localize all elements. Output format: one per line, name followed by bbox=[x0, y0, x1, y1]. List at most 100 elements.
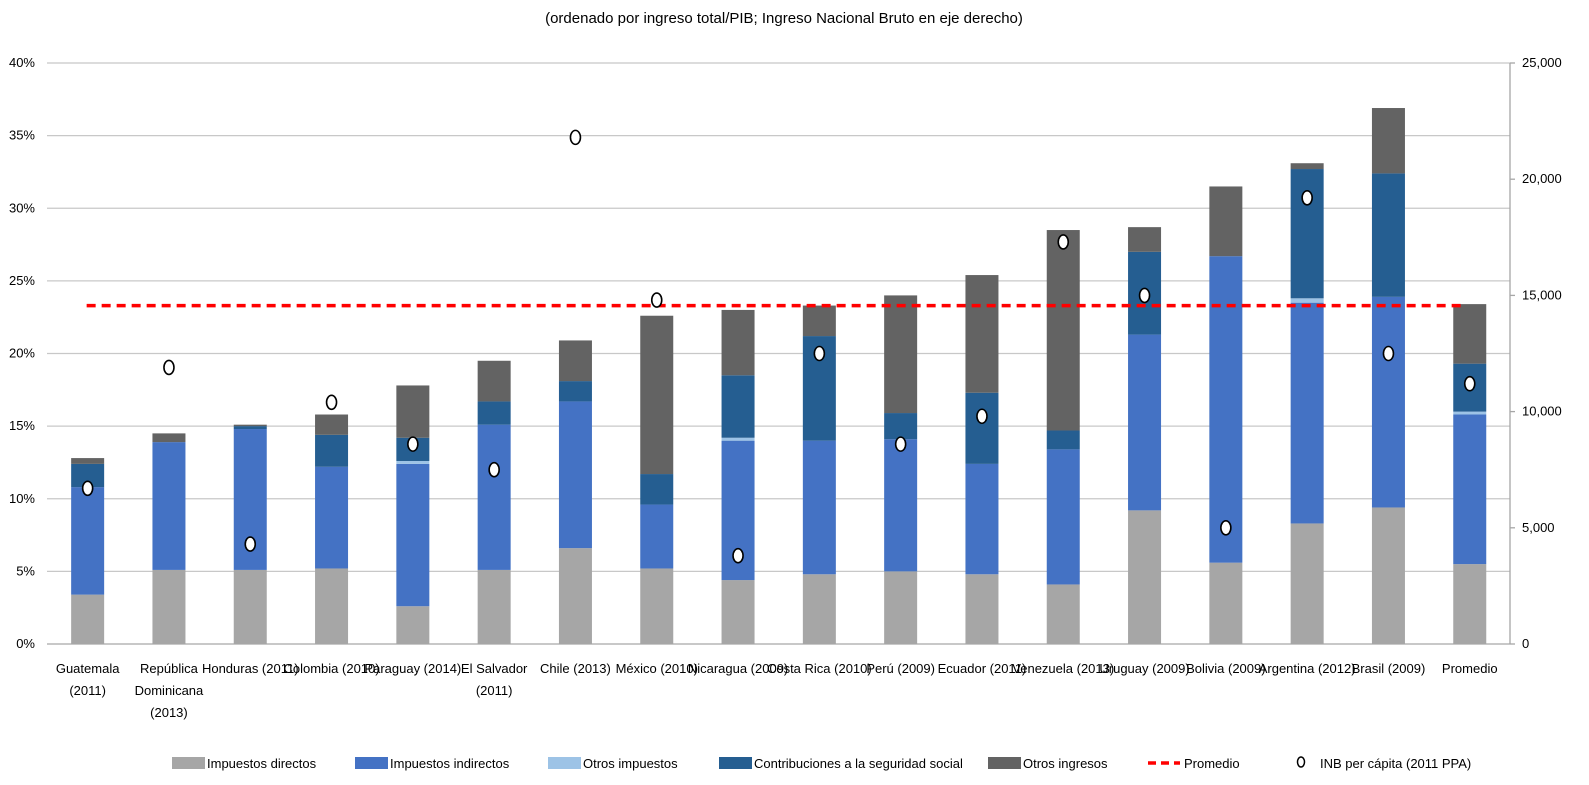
bar-segment bbox=[1128, 227, 1162, 252]
chart-title: (ordenado por ingreso total/PIB; Ingreso… bbox=[545, 10, 1023, 27]
gni-point bbox=[976, 408, 988, 425]
category-label: Argentina (2012) bbox=[1259, 661, 1356, 676]
category-label: Paraguay (2014) bbox=[364, 661, 461, 676]
bar-segment bbox=[477, 569, 511, 644]
legend-label: Promedio bbox=[1184, 756, 1240, 771]
gni-point bbox=[650, 292, 663, 308]
gni-point bbox=[569, 129, 582, 146]
right-tick-label: 10,000 bbox=[1522, 404, 1562, 419]
gni-point bbox=[163, 359, 175, 376]
legend-item: Otros impuestos bbox=[548, 756, 678, 771]
gni-point bbox=[732, 547, 744, 564]
category-label: Colombia (2010) bbox=[283, 661, 379, 676]
bar-segment bbox=[477, 424, 511, 570]
bar-segment bbox=[965, 392, 999, 464]
gni-point bbox=[325, 394, 338, 411]
bar-segment bbox=[558, 381, 592, 402]
legend-swatch bbox=[548, 757, 581, 769]
category-label: Nicaragua (2009) bbox=[688, 661, 788, 676]
category-label: México (2010) bbox=[616, 661, 698, 676]
bar-segment bbox=[965, 275, 999, 393]
bar-segment bbox=[721, 309, 755, 376]
legend-item: Otros ingresos bbox=[988, 756, 1108, 771]
category-label: Perú (2009) bbox=[866, 661, 935, 676]
bar-segment bbox=[1453, 304, 1487, 364]
category-label: Uruguay (2009) bbox=[1099, 661, 1189, 676]
gridlines bbox=[47, 62, 1510, 645]
category-label: Ecuador (2011) bbox=[938, 661, 1027, 676]
gni-point bbox=[244, 536, 257, 552]
bar-segment bbox=[640, 504, 674, 569]
left-tick-label: 25% bbox=[9, 273, 35, 288]
category-label: Honduras (2011) bbox=[202, 661, 299, 676]
bar-segment bbox=[1290, 298, 1324, 303]
bar-segment bbox=[71, 594, 105, 644]
gni-point bbox=[813, 345, 826, 362]
gni-point bbox=[407, 436, 419, 452]
legend-label: Otros ingresos bbox=[1023, 756, 1108, 771]
gni-points bbox=[81, 129, 1476, 564]
legend-item: INB per cápita (2011 PPA) bbox=[1296, 756, 1471, 771]
bar-segment bbox=[315, 568, 349, 644]
bar-segment bbox=[802, 440, 836, 575]
right-axis: 0 5,000 10,000 15,000 20,000 25,000 bbox=[1509, 55, 1562, 651]
gni-point bbox=[1382, 345, 1395, 362]
category-labels: Guatemala (2011) República Dominicana (2013)… bbox=[56, 661, 1498, 720]
category-label: Venezuela (2013) bbox=[1012, 661, 1114, 676]
bar-segment bbox=[315, 466, 349, 569]
left-tick-label: 20% bbox=[9, 346, 35, 361]
legend-label: INB per cápita (2011 PPA) bbox=[1320, 756, 1471, 771]
bar-segment bbox=[396, 606, 430, 644]
gni-point bbox=[488, 461, 500, 478]
bar-segment bbox=[396, 460, 430, 464]
legend-item: Contribuciones a la seguridad social bbox=[719, 756, 963, 771]
legend-swatch bbox=[172, 757, 205, 769]
bar-segment bbox=[884, 571, 918, 644]
bar-segment bbox=[477, 360, 511, 402]
bar-segment bbox=[396, 385, 430, 438]
category-label: Guatemala (2011) bbox=[56, 661, 120, 698]
bar-segment bbox=[884, 413, 918, 440]
right-tick-label: 0 bbox=[1522, 636, 1529, 651]
bar-segment bbox=[71, 463, 105, 488]
bar-segment bbox=[1371, 108, 1405, 174]
right-tick-label: 5,000 bbox=[1522, 520, 1555, 535]
bar-segment bbox=[233, 424, 267, 427]
legend-label: Otros impuestos bbox=[583, 756, 678, 771]
category-label: El Salvador (2011) bbox=[461, 661, 528, 698]
bar-segment bbox=[558, 548, 592, 644]
bar-segment bbox=[152, 442, 186, 570]
category-label: Chile (2013) bbox=[540, 661, 611, 676]
bar-segment bbox=[802, 305, 836, 337]
legend-label: Contribuciones a la seguridad social bbox=[754, 756, 963, 771]
bar-segment bbox=[1371, 507, 1405, 644]
left-tick-label: 5% bbox=[16, 563, 35, 578]
bar-segment bbox=[1290, 302, 1324, 524]
bar-segment bbox=[884, 439, 918, 572]
bar-segment bbox=[1290, 523, 1324, 644]
bar-segment bbox=[1453, 564, 1487, 644]
bar-segment bbox=[1371, 296, 1405, 508]
bar-segment bbox=[477, 401, 511, 425]
bar-segment bbox=[558, 340, 592, 382]
legend-item: Promedio bbox=[1148, 756, 1240, 771]
bar-segment bbox=[1209, 562, 1243, 644]
left-tick-label: 35% bbox=[9, 128, 35, 143]
bar-segment bbox=[233, 426, 267, 430]
left-tick-label: 10% bbox=[9, 491, 35, 506]
stacked-bars bbox=[71, 108, 1487, 644]
bar-segment bbox=[1290, 163, 1324, 170]
right-tick-label: 25,000 bbox=[1522, 55, 1562, 70]
bar-segment bbox=[1371, 173, 1405, 297]
bar-segment bbox=[1453, 411, 1487, 415]
bar-segment bbox=[640, 315, 674, 475]
bar-segment bbox=[1046, 230, 1080, 431]
bar-segment bbox=[1453, 414, 1487, 565]
bar-segment bbox=[558, 401, 592, 549]
bar-segment bbox=[71, 458, 105, 464]
left-axis: 0% 5% 10% 15% 20% 25% 30% 35% 40% bbox=[9, 55, 35, 651]
legend: Impuestos directos Impuestos indirectos Ot… bbox=[172, 756, 1471, 771]
bar-segment bbox=[71, 487, 105, 595]
bar-segment bbox=[721, 580, 755, 644]
